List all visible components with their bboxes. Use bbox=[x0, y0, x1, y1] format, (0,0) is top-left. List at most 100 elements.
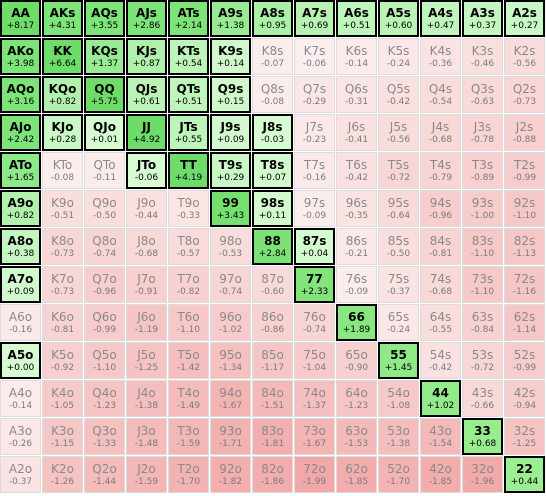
hand-cell-ako[interactable]: AKo +3.98 bbox=[0, 38, 41, 75]
hand-cell-33[interactable]: 33 +0.68 bbox=[462, 418, 503, 455]
hand-cell-85o[interactable]: 85o -1.17 bbox=[252, 342, 293, 379]
hand-cell-a3o[interactable]: A3o -0.26 bbox=[0, 418, 41, 455]
hand-cell-a2s[interactable]: A2s +0.27 bbox=[504, 0, 545, 37]
hand-cell-kqs[interactable]: KQs +1.37 bbox=[84, 38, 125, 75]
hand-cell-k9s[interactable]: K9s +0.14 bbox=[210, 38, 251, 75]
hand-cell-q9s[interactable]: Q9s +0.15 bbox=[210, 76, 251, 113]
hand-cell-86s[interactable]: 86s -0.21 bbox=[336, 228, 377, 265]
hand-cell-65o[interactable]: 65o -0.90 bbox=[336, 342, 377, 379]
hand-cell-a7o[interactable]: A7o +0.09 bbox=[0, 266, 41, 303]
hand-cell-44[interactable]: 44 +1.02 bbox=[420, 380, 461, 417]
hand-cell-86o[interactable]: 86o -0.86 bbox=[252, 304, 293, 341]
hand-cell-aqs[interactable]: AQs +3.55 bbox=[84, 0, 125, 37]
hand-cell-qto[interactable]: QTo -0.11 bbox=[84, 152, 125, 189]
hand-cell-j4o[interactable]: J4o -1.38 bbox=[126, 380, 167, 417]
hand-cell-k2o[interactable]: K2o -1.26 bbox=[42, 456, 83, 493]
hand-cell-73o[interactable]: 73o -1.67 bbox=[294, 418, 335, 455]
hand-cell-t6s[interactable]: T6s -0.42 bbox=[336, 152, 377, 189]
hand-cell-77[interactable]: 77 +2.33 bbox=[294, 266, 335, 303]
hand-cell-t2s[interactable]: T2s -0.99 bbox=[504, 152, 545, 189]
hand-cell-74s[interactable]: 74s -0.68 bbox=[420, 266, 461, 303]
hand-cell-k8s[interactable]: K8s -0.07 bbox=[252, 38, 293, 75]
hand-cell-84o[interactable]: 84o -1.51 bbox=[252, 380, 293, 417]
hand-cell-j9o[interactable]: J9o -0.44 bbox=[126, 190, 167, 227]
hand-cell-t3s[interactable]: T3s -0.89 bbox=[462, 152, 503, 189]
hand-cell-92o[interactable]: 92o -1.82 bbox=[210, 456, 251, 493]
hand-cell-75o[interactable]: 75o -1.04 bbox=[294, 342, 335, 379]
hand-cell-jts[interactable]: JTs +0.55 bbox=[168, 114, 209, 151]
hand-cell-97o[interactable]: 97o -0.74 bbox=[210, 266, 251, 303]
hand-cell-a6s[interactable]: A6s +0.51 bbox=[336, 0, 377, 37]
hand-cell-t4o[interactable]: T4o -1.49 bbox=[168, 380, 209, 417]
hand-cell-a3s[interactable]: A3s +0.37 bbox=[462, 0, 503, 37]
hand-cell-42s[interactable]: 42s -0.94 bbox=[504, 380, 545, 417]
hand-cell-q7s[interactable]: Q7s -0.29 bbox=[294, 76, 335, 113]
hand-cell-k7s[interactable]: K7s -0.06 bbox=[294, 38, 335, 75]
hand-cell-83o[interactable]: 83o -1.81 bbox=[252, 418, 293, 455]
hand-cell-t5s[interactable]: T5s -0.72 bbox=[378, 152, 419, 189]
hand-cell-j3o[interactable]: J3o -1.48 bbox=[126, 418, 167, 455]
hand-cell-qjs[interactable]: QJs +0.61 bbox=[126, 76, 167, 113]
hand-cell-a7s[interactable]: A7s +0.69 bbox=[294, 0, 335, 37]
hand-cell-j4s[interactable]: J4s -0.68 bbox=[420, 114, 461, 151]
hand-cell-j5o[interactable]: J5o -1.25 bbox=[126, 342, 167, 379]
hand-cell-j7o[interactable]: J7o -0.91 bbox=[126, 266, 167, 303]
hand-cell-74o[interactable]: 74o -1.37 bbox=[294, 380, 335, 417]
hand-cell-42o[interactable]: 42o -1.85 bbox=[420, 456, 461, 493]
hand-cell-64o[interactable]: 64o -1.23 bbox=[336, 380, 377, 417]
hand-cell-83s[interactable]: 83s -1.10 bbox=[462, 228, 503, 265]
hand-cell-55[interactable]: 55 +1.45 bbox=[378, 342, 419, 379]
hand-cell-32s[interactable]: 32s -1.25 bbox=[504, 418, 545, 455]
hand-cell-76s[interactable]: 76s -0.09 bbox=[336, 266, 377, 303]
hand-cell-kts[interactable]: KTs +0.54 bbox=[168, 38, 209, 75]
hand-cell-22[interactable]: 22 +0.44 bbox=[504, 456, 545, 493]
hand-cell-92s[interactable]: 92s -1.10 bbox=[504, 190, 545, 227]
hand-cell-q5o[interactable]: Q5o -1.10 bbox=[84, 342, 125, 379]
hand-cell-97s[interactable]: 97s -0.09 bbox=[294, 190, 335, 227]
hand-cell-75s[interactable]: 75s -0.37 bbox=[378, 266, 419, 303]
hand-cell-98s[interactable]: 98s +0.11 bbox=[252, 190, 293, 227]
hand-cell-99[interactable]: 99 +3.43 bbox=[210, 190, 251, 227]
hand-cell-52s[interactable]: 52s -0.99 bbox=[504, 342, 545, 379]
hand-cell-q8o[interactable]: Q8o -0.74 bbox=[84, 228, 125, 265]
hand-cell-63s[interactable]: 63s -0.84 bbox=[462, 304, 503, 341]
hand-cell-94o[interactable]: 94o -1.67 bbox=[210, 380, 251, 417]
hand-cell-j9s[interactable]: J9s +0.09 bbox=[210, 114, 251, 151]
hand-cell-t7o[interactable]: T7o -0.82 bbox=[168, 266, 209, 303]
hand-cell-t8o[interactable]: T8o -0.57 bbox=[168, 228, 209, 265]
hand-cell-65s[interactable]: 65s -0.24 bbox=[378, 304, 419, 341]
hand-cell-k4s[interactable]: K4s -0.36 bbox=[420, 38, 461, 75]
hand-cell-k4o[interactable]: K4o -1.05 bbox=[42, 380, 83, 417]
hand-cell-95o[interactable]: 95o -1.34 bbox=[210, 342, 251, 379]
hand-cell-ajo[interactable]: AJo +2.42 bbox=[0, 114, 41, 151]
hand-cell-k3o[interactable]: K3o -1.15 bbox=[42, 418, 83, 455]
hand-cell-82s[interactable]: 82s -1.13 bbox=[504, 228, 545, 265]
hand-cell-q2o[interactable]: Q2o -1.44 bbox=[84, 456, 125, 493]
hand-cell-aa[interactable]: AA +8.17 bbox=[0, 0, 41, 37]
hand-cell-q4o[interactable]: Q4o -1.23 bbox=[84, 380, 125, 417]
hand-cell-t9o[interactable]: T9o -0.33 bbox=[168, 190, 209, 227]
hand-cell-ajs[interactable]: AJs +2.86 bbox=[126, 0, 167, 37]
hand-cell-q3s[interactable]: Q3s -0.63 bbox=[462, 76, 503, 113]
hand-cell-kjo[interactable]: KJo +0.28 bbox=[42, 114, 83, 151]
hand-cell-82o[interactable]: 82o -1.86 bbox=[252, 456, 293, 493]
hand-cell-98o[interactable]: 98o -0.53 bbox=[210, 228, 251, 265]
hand-cell-66[interactable]: 66 +1.89 bbox=[336, 304, 377, 341]
hand-cell-t7s[interactable]: T7s -0.16 bbox=[294, 152, 335, 189]
hand-cell-j2s[interactable]: J2s -0.88 bbox=[504, 114, 545, 151]
hand-cell-t5o[interactable]: T5o -1.42 bbox=[168, 342, 209, 379]
hand-cell-43s[interactable]: 43s -0.66 bbox=[462, 380, 503, 417]
hand-cell-73s[interactable]: 73s -1.10 bbox=[462, 266, 503, 303]
hand-cell-a9s[interactable]: A9s +1.38 bbox=[210, 0, 251, 37]
hand-cell-93o[interactable]: 93o -1.71 bbox=[210, 418, 251, 455]
hand-cell-kqo[interactable]: KQo +0.82 bbox=[42, 76, 83, 113]
hand-cell-j6s[interactable]: J6s -0.41 bbox=[336, 114, 377, 151]
hand-cell-88[interactable]: 88 +2.84 bbox=[252, 228, 293, 265]
hand-cell-jj[interactable]: JJ +4.92 bbox=[126, 114, 167, 151]
hand-cell-a8s[interactable]: A8s +0.95 bbox=[252, 0, 293, 37]
hand-cell-t3o[interactable]: T3o -1.59 bbox=[168, 418, 209, 455]
hand-cell-qq[interactable]: QQ +5.75 bbox=[84, 76, 125, 113]
hand-cell-a8o[interactable]: A8o +0.38 bbox=[0, 228, 41, 265]
hand-cell-76o[interactable]: 76o -0.74 bbox=[294, 304, 335, 341]
hand-cell-84s[interactable]: 84s -0.81 bbox=[420, 228, 461, 265]
